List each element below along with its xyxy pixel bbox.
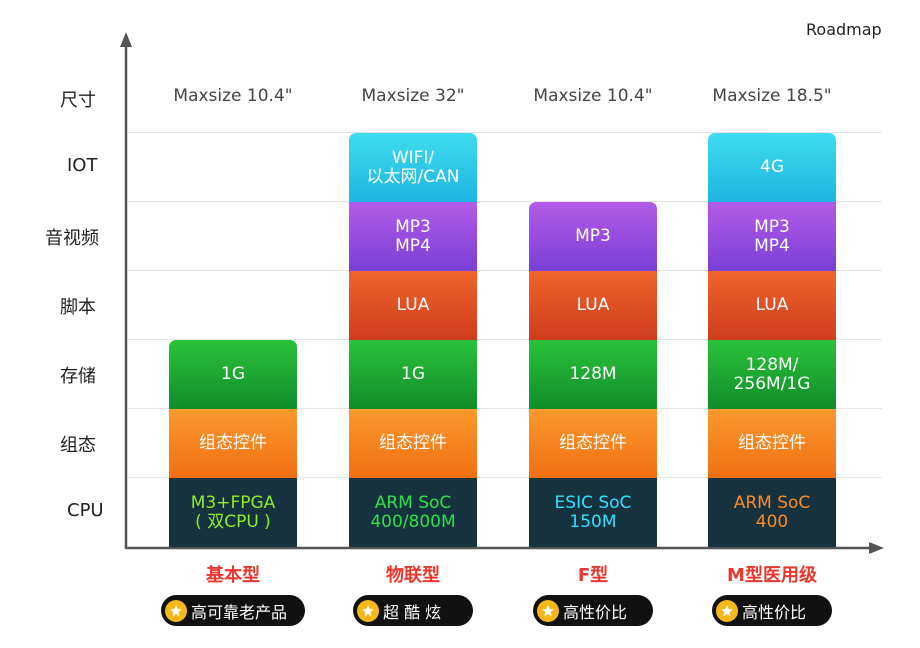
cell-iot: WIFI/ 以太网/CAN <box>349 133 477 202</box>
cell-config: 组态控件 <box>349 409 477 478</box>
star-icon <box>537 599 559 622</box>
gridline <box>128 132 882 133</box>
max-size-label: Maxsize 10.4" <box>533 86 653 106</box>
badge-text: 超 酷 炫 <box>383 602 442 622</box>
row-label: 音视频 <box>45 228 99 249</box>
cell-av: MP3 <box>529 202 657 271</box>
cell-script: LUA <box>529 271 657 340</box>
y-axis-arrow <box>120 32 132 47</box>
cell-cpu: ARM SoC 400/800M <box>349 478 477 547</box>
cell-config: 组态控件 <box>529 409 657 478</box>
gridline <box>128 408 882 409</box>
max-size-label: Maxsize 10.4" <box>173 86 293 106</box>
cell-config: 组态控件 <box>169 409 297 478</box>
cell-cpu: ARM SoC 400 <box>708 478 836 547</box>
max-size-label: Maxsize 32" <box>361 86 465 106</box>
x-axis-arrow <box>869 542 884 554</box>
gridline <box>128 270 882 271</box>
cell-storage: 128M <box>529 340 657 409</box>
cell-cpu: M3+FPGA ( 双CPU ) <box>169 478 297 547</box>
product-badge: 高性价比 <box>712 595 832 626</box>
star-icon <box>357 599 379 622</box>
cell-cpu: ESIC SoC 150M <box>529 478 657 547</box>
row-label: 脚本 <box>60 297 96 318</box>
gridline <box>128 477 882 478</box>
product-badge: 超 酷 炫 <box>353 595 473 626</box>
max-size-label: Maxsize 18.5" <box>712 86 832 106</box>
cell-av: MP3 MP4 <box>349 202 477 271</box>
product-name: F型 <box>577 565 609 586</box>
badge-text: 高性价比 <box>742 602 807 622</box>
row-label: 存储 <box>60 366 96 387</box>
product-badge: 高可靠老产品 <box>161 595 305 626</box>
cell-iot: 4G <box>708 133 836 202</box>
product-name: 基本型 <box>206 565 260 586</box>
gridline <box>128 201 882 202</box>
product-badge: 高性价比 <box>533 595 653 626</box>
product-name: M型医用级 <box>727 565 817 586</box>
cell-script: LUA <box>349 271 477 340</box>
cell-storage: 1G <box>349 340 477 409</box>
diagram-title: Roadmap <box>806 20 882 39</box>
row-label: IOT <box>67 155 98 176</box>
cell-storage: 1G <box>169 340 297 409</box>
row-label: 尺寸 <box>60 90 96 111</box>
row-label: 组态 <box>60 435 96 456</box>
gridline <box>128 339 882 340</box>
cell-storage: 128M/ 256M/1G <box>708 340 836 409</box>
cell-script: LUA <box>708 271 836 340</box>
cell-config: 组态控件 <box>708 409 836 478</box>
badge-text: 高可靠老产品 <box>191 602 288 622</box>
star-icon <box>716 599 738 622</box>
product-name: 物联型 <box>386 565 440 586</box>
badge-text: 高性价比 <box>563 602 628 622</box>
star-icon <box>165 599 187 622</box>
row-label: CPU <box>67 500 104 521</box>
cell-av: MP3 MP4 <box>708 202 836 271</box>
